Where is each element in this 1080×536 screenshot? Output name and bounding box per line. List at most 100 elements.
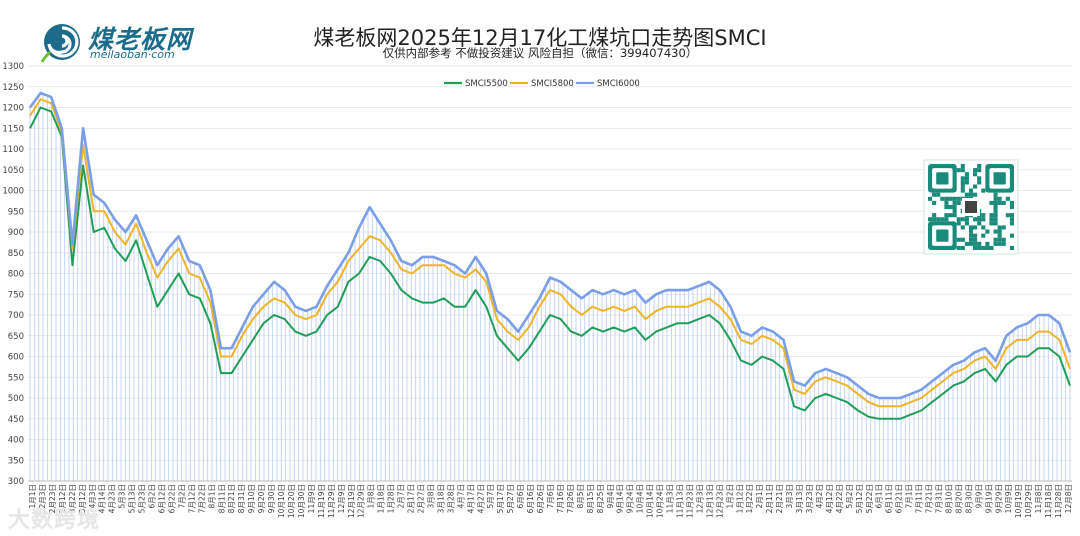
x-tick-label: 9月19日 [984,484,993,513]
qr-module [964,180,969,185]
qr-module [973,233,978,238]
x-tick-label: 12月23日 [715,484,724,518]
x-tick-label: 1月22日 [745,484,754,513]
x-tick-label: 2月12日 [58,484,67,513]
qr-module [968,233,974,238]
qr-module [968,192,974,197]
x-tick-label: 8月31日 [237,484,246,513]
qr-module [948,196,953,201]
x-tick-label: 8月15日 [586,484,595,513]
x-tick-label: 4月27日 [476,484,485,513]
x-tick-label: 11月9日 [307,484,316,513]
x-tick-label: 7月26日 [566,484,575,513]
qr-module [952,196,957,201]
qr-module [952,200,957,205]
y-tick-label: 1150 [2,124,24,134]
x-tick-label: 2月7日 [397,484,406,509]
qr-module [968,188,974,193]
x-tick-label: 12月3日 [695,484,704,513]
qr-module [968,237,974,242]
qr-module [952,209,957,214]
qr-module [973,217,978,222]
x-tick-label: 1月18日 [377,484,386,513]
x-tick-label: 12月9日 [337,484,346,513]
qr-module [973,225,978,230]
x-tick-label: 3月3日 [785,484,794,509]
qr-module [997,196,1002,201]
x-tick-label: 6月11日 [885,484,894,513]
x-tick-label: 9月29日 [994,484,1003,513]
qr-module [1009,217,1014,222]
x-tick-label: 5月2日 [845,484,854,509]
x-tick-label: 9月10日 [247,484,256,513]
qr-module [977,241,982,246]
qr-finder-core [993,172,1006,185]
qr-module [956,245,961,250]
x-tick-label: 5月17日 [496,484,505,513]
x-tick-label: 4月14日 [98,484,107,513]
qr-module [993,213,998,218]
x-tick-label: 6月22日 [168,484,177,513]
x-tick-label: 2月3日 [38,484,47,509]
x-tick-label: 6月26日 [536,484,545,513]
qr-center-mark [965,201,977,213]
x-tick-label: 3月22日 [68,484,77,513]
x-tick-label: 1月12日 [735,484,744,513]
y-tick-label: 400 [8,436,24,446]
x-tick-label: 3月28日 [446,484,455,513]
qr-module [985,241,990,246]
qr-module [993,237,998,242]
qr-module [960,217,965,222]
x-tick-label: 9月30日 [267,484,276,513]
x-tick-label: 11月23日 [686,484,695,518]
qr-module [960,237,965,242]
qr-module [981,213,986,218]
x-tick-label: 1月1日 [28,484,37,509]
x-tick-label: 8月11日 [217,484,226,513]
y-tick-label: 550 [8,373,24,383]
qr-module [944,204,949,210]
x-tick-label: 11月3日 [666,484,675,513]
qr-module [1009,204,1014,210]
qr-module [977,180,982,185]
x-tick-label: 10月4日 [636,484,645,513]
x-tick-label: 8月1日 [207,484,216,509]
qr-module [1009,200,1014,205]
x-tick-label: 9月9日 [974,484,983,509]
x-tick-label: 8月20日 [954,484,963,513]
qr-module [956,237,961,242]
qr-module [997,233,1002,238]
qr-module [973,168,978,173]
x-tick-label: 5月12日 [855,484,864,513]
qr-module [944,196,949,201]
qr-module [977,168,982,173]
x-tick-label: 10月10日 [277,484,286,518]
qr-module [993,217,998,222]
y-tick-label: 450 [8,415,24,425]
y-tick-label: 1200 [2,104,24,114]
x-tick-label: 12月19日 [347,484,356,518]
x-tick-label: 3月23日 [805,484,814,513]
x-tick-label: 11月13日 [676,484,685,518]
x-tick-label: 4月3日 [88,484,97,509]
x-tick-label: 5月13日 [128,484,137,513]
qr-module [1009,245,1014,250]
qr-module [952,213,957,218]
qr-module [997,241,1002,246]
x-tick-label: 9月14日 [616,484,625,513]
qr-module [993,241,998,246]
qr-module [989,221,994,226]
qr-module [968,229,974,234]
qr-module [968,225,974,230]
qr-module [973,184,978,189]
y-tick-label: 1000 [2,187,24,197]
x-tick-label: 3月8日 [427,484,436,509]
y-tick-label: 300 [8,477,24,487]
y-tick-label: 500 [8,394,24,404]
x-tick-label: 1月28日 [387,484,396,513]
qr-module [973,192,978,197]
qr-module [993,192,998,197]
x-tick-label: 7月2日 [177,484,186,509]
x-tick-label: 9月4日 [606,484,615,509]
qr-module [964,221,969,226]
